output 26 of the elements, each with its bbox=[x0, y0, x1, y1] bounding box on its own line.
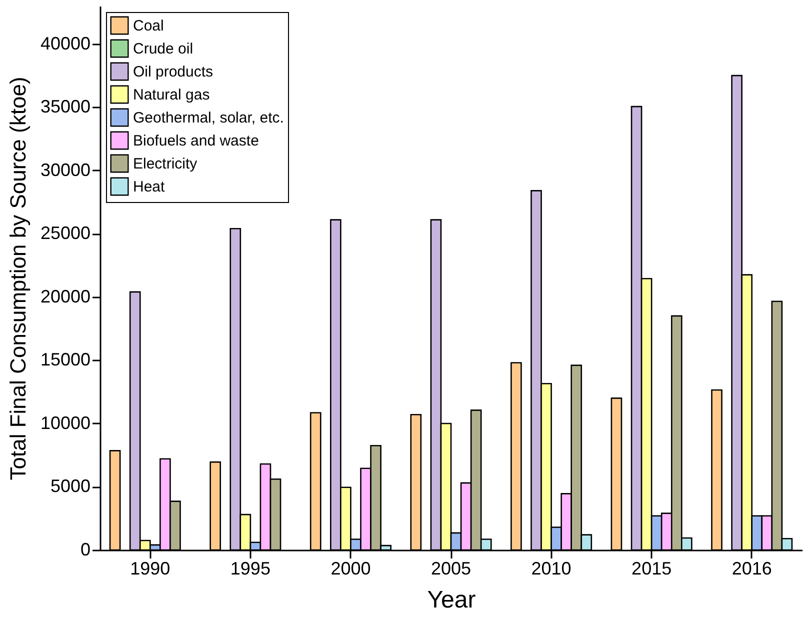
legend-label: Oil products bbox=[133, 64, 214, 80]
x-tick-label: 2016 bbox=[732, 558, 772, 578]
y-tick-label: 0 bbox=[80, 540, 90, 560]
y-tick-label: 40000 bbox=[40, 33, 90, 54]
x-tick-label: 2000 bbox=[330, 558, 371, 578]
x-tick-label: 2005 bbox=[430, 558, 472, 578]
x-tick-label: 1990 bbox=[130, 558, 170, 578]
y-tick-label: 20000 bbox=[40, 286, 90, 306]
legend-label: Electricity bbox=[133, 156, 198, 172]
y-tick-label: 30000 bbox=[40, 160, 90, 180]
legend-label: Heat bbox=[133, 178, 166, 196]
y-tick-label: 35000 bbox=[40, 96, 90, 117]
legend-label: Crude oil bbox=[133, 40, 194, 58]
y-tick-label: 10000 bbox=[40, 412, 90, 433]
y-tick-label: 5000 bbox=[50, 476, 90, 496]
y-axis-title: Total Final Consumption by Source (ktoe) bbox=[5, 76, 30, 480]
x-tick-label: 2010 bbox=[531, 558, 572, 578]
legend-label: Natural gas bbox=[133, 86, 210, 104]
legend-label: Coal bbox=[133, 18, 164, 34]
x-axis-title: Year bbox=[427, 586, 476, 614]
y-tick-label: 25000 bbox=[40, 223, 90, 244]
legend-label: Geothermal, solar, etc. bbox=[133, 110, 284, 126]
x-tick-label: 2015 bbox=[632, 558, 672, 578]
legend-label: Biofuels and waste bbox=[133, 132, 259, 150]
y-tick-label: 15000 bbox=[40, 350, 90, 370]
x-tick-label: 1995 bbox=[230, 558, 270, 578]
